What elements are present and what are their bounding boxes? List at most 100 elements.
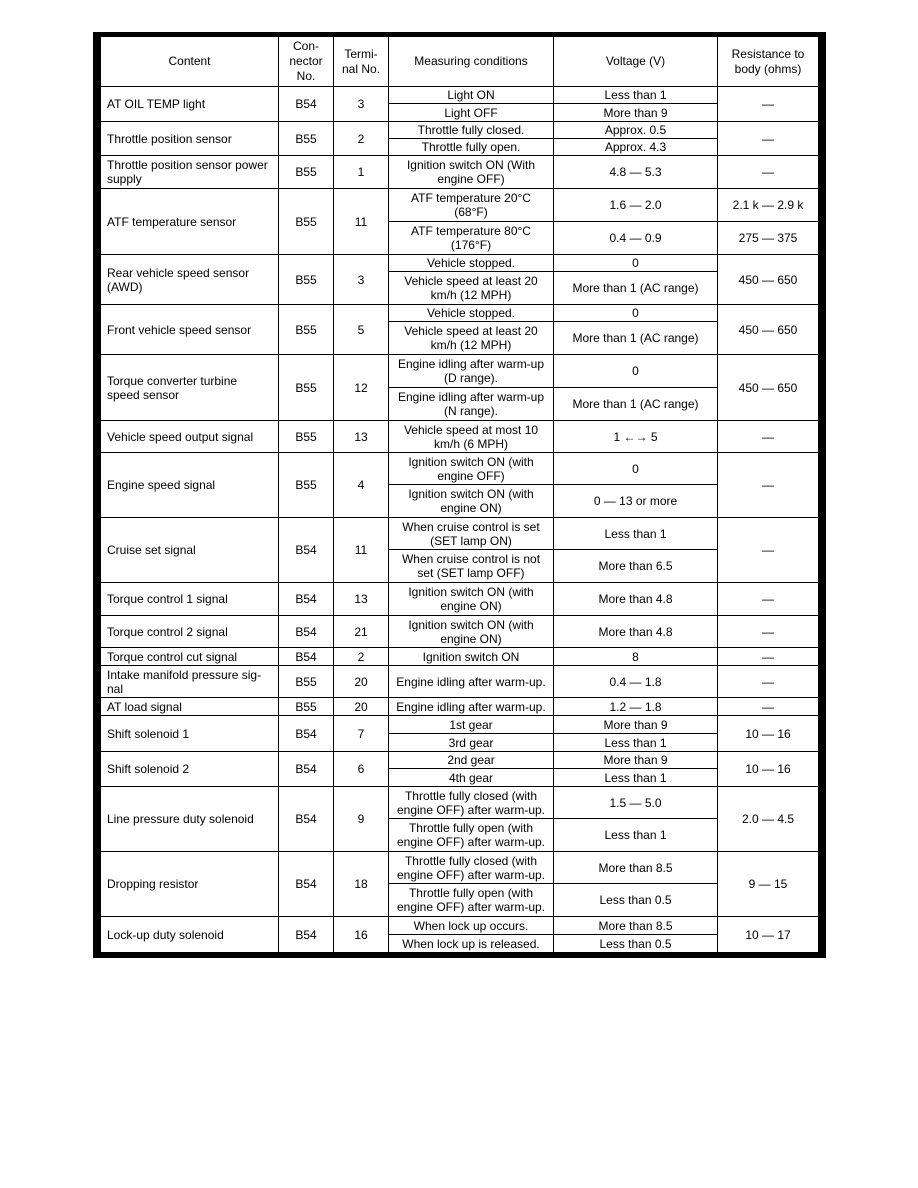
connector-cell: B55 [278,188,334,255]
condition-cell: Throttle fully closed (with engine OFF) … [388,786,554,819]
table-row: Vehicle speed at least 20 km/h (12 MPH) M… [101,321,819,355]
condition-cell: Vehicle speed at least 20 km/h (12 MPH) [388,271,554,305]
connector-cell: B54 [278,647,334,666]
table-row: Vehicle speed at least 20 km/h (12 MPH) M… [101,271,819,305]
resistance-cell: — [717,452,819,518]
content-cell: Shift solenoid 1 [100,715,279,752]
content-cell: Torque converter turbine speed sensor [100,354,279,421]
condition-cell: Throttle fully open (with engine OFF) af… [388,818,554,852]
terminal-cell: 11 [333,188,389,255]
resistance-cell: 2.0 — 4.5 [717,786,819,852]
condition-cell: Vehicle speed at least 20 km/h (12 MPH) [388,321,554,355]
content-cell: Front vehicle speed sensor [100,304,279,355]
condition-cell: When lock up is released. [388,934,554,953]
content-cell: Shift solenoid 2 [100,751,279,787]
voltage-cell: 4.8 — 5.3 [553,155,718,189]
condition-cell: Light ON [388,86,554,104]
connector-cell: B54 [278,851,334,917]
connector-cell: B55 [278,420,334,453]
voltage-cell: 1.5 — 5.0 [553,786,718,819]
condition-cell: Throttle fully closed. [388,121,554,139]
resistance-cell: — [717,582,819,616]
resistance-cell: 10 — 16 [717,751,819,787]
terminal-cell: 3 [333,254,389,305]
table-row: Intake manifold pressure sig- nal B55 20 En… [100,665,819,698]
document-frame: Content Con- nector No. Termi- nal No. M… [93,32,826,958]
condition-cell: 4th gear [388,768,554,787]
resistance-cell: 450 — 650 [717,254,819,305]
header-resistance: Resistance to body (ohms) [717,36,819,87]
voltage-cell: More than 1 (AC range) [553,271,718,305]
content-cell: AT load signal [100,697,279,716]
resistance-cell: 10 — 16 [717,715,819,752]
connector-cell: B54 [278,582,334,616]
connector-cell: B55 [278,697,334,716]
condition-cell: When cruise control is set (SET lamp ON) [388,517,554,550]
connector-cell: B54 [278,916,334,953]
condition-cell: Throttle fully closed (with engine OFF) … [388,851,554,884]
header-conditions: Measuring conditions [388,36,554,87]
condition-cell: Vehicle speed at most 10 km/h (6 MPH) [388,420,554,453]
condition-cell: Ignition switch ON (With engine OFF) [388,155,554,189]
voltage-cell: More than 1 (AC range) [553,321,718,355]
voltage-cell: 1.2 — 1.8 [553,697,718,716]
terminal-cell: 2 [333,121,389,156]
table-row: ATF temperature sensor B55 11 ATF temperatu… [100,188,819,255]
voltage-cell: 1 ←→ 5 [553,420,718,453]
content-cell: Torque control 1 signal [100,582,279,616]
terminal-cell: 6 [333,751,389,787]
terminal-cell: 2 [333,647,389,666]
voltage-cell: 8 [553,647,718,666]
table-row: Torque control 2 signal B54 21 Ignition swi… [100,615,819,648]
condition-cell: 3rd gear [388,733,554,752]
content-cell: Rear vehicle speed sensor (AWD) [100,254,279,305]
table-row: Throttle position sensor B55 2 Throttle ful… [100,121,819,156]
terminal-spec-table: Content Con- nector No. Termi- nal No. M… [100,36,819,953]
condition-cell: Ignition switch ON (with engine ON) [388,615,554,648]
voltage-cell: 0 [553,452,718,485]
condition-cell: ATF temperature 20°C (68°F) [388,188,554,222]
header-row: Content Con- nector No. Termi- nal No. M… [100,36,819,87]
content-cell: Intake manifold pressure sig- nal [100,665,279,698]
content-cell: Vehicle speed output signal [100,420,279,453]
connector-cell: B55 [278,665,334,698]
header-voltage: Voltage (V) [553,36,718,87]
table-row: Lock-up duty solenoid B54 16 When lock up o… [100,916,819,953]
connector-cell: B55 [278,121,334,156]
voltage-cell: 0 [553,354,718,388]
table-row: Front vehicle speed sensor B55 5 Vehicle st… [100,304,819,355]
resistance-cell: 10 — 17 [717,916,819,953]
connector-cell: B55 [278,155,334,189]
connector-cell: B54 [278,751,334,787]
condition-cell: Engine idling after warm-up. [388,697,554,716]
content-cell: Lock-up duty solenoid [100,916,279,953]
condition-cell: Ignition switch ON (with engine OFF) [388,452,554,485]
voltage-cell: 0.4 — 0.9 [553,221,718,255]
voltage-cell: More than 9 [553,103,718,122]
connector-cell: B55 [278,452,334,518]
connector-cell: B55 [278,254,334,305]
condition-cell: Light OFF [388,103,554,122]
connector-cell: B54 [278,715,334,752]
terminal-cell: 18 [333,851,389,917]
connector-cell: B54 [278,615,334,648]
content-cell: Torque control 2 signal [100,615,279,648]
content-cell: Torque control cut signal [100,647,279,666]
resistance-cell: 450 — 650 [717,354,819,421]
table-row: Dropping resistor B54 18 Throttle fully clo… [100,851,819,917]
terminal-cell: 11 [333,517,389,583]
resistance-cell: — [717,647,819,666]
voltage-cell: More than 8.5 [553,851,718,884]
table-row: Ignition switch ON (with engine ON) 0 — 1… [101,484,819,518]
terminal-cell: 20 [333,665,389,698]
terminal-cell: 3 [333,86,389,122]
resistance-cell: 2.1 k — 2.9 k [717,188,819,222]
table-row: Vehicle speed output signal B55 13 Vehicle … [100,420,819,453]
table-row: AT load signal B55 20 Engine idling after w… [100,697,819,716]
content-cell: AT OIL TEMP light [100,86,279,122]
voltage-cell: More than 8.5 [553,916,718,935]
header-content: Content [100,36,279,87]
table-row: Engine idling after warm-up (N range). Mo… [101,387,819,421]
